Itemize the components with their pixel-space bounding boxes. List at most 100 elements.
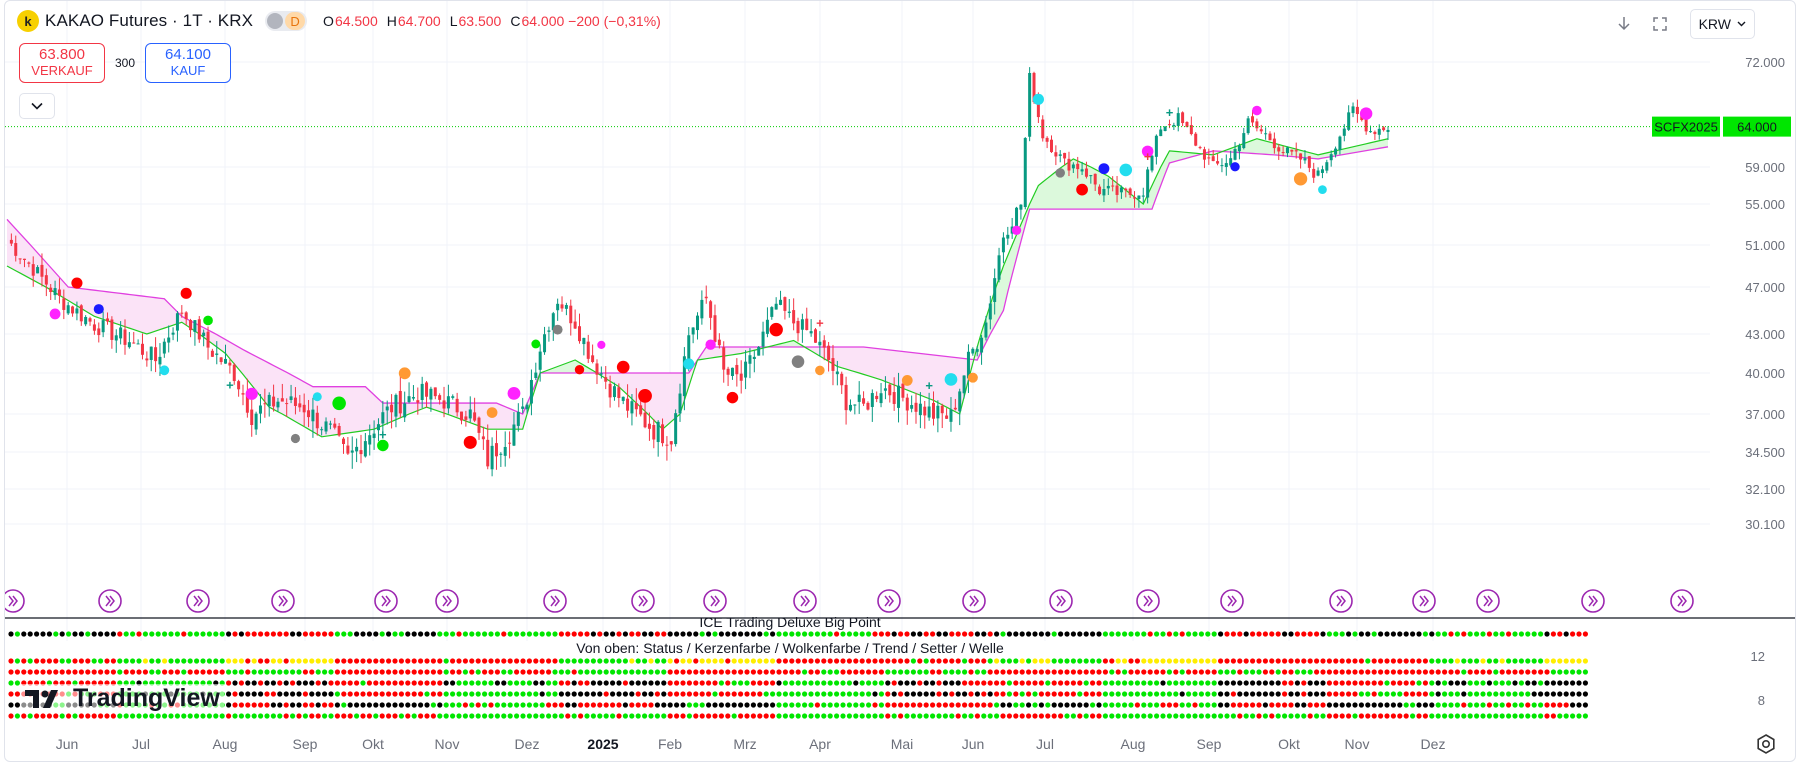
indicator-dot bbox=[942, 680, 949, 686]
candle-body bbox=[1216, 161, 1220, 164]
candle-body bbox=[578, 326, 582, 342]
currency-select[interactable]: KRW bbox=[1689, 9, 1755, 39]
time-tick-label: Sep bbox=[293, 736, 318, 752]
indicator-dot bbox=[494, 680, 500, 686]
symbol-title[interactable]: KAKAO Futures · 1T · KRX bbox=[45, 11, 254, 30]
indicator-dot bbox=[1582, 680, 1588, 686]
indicator-dot bbox=[859, 680, 865, 686]
candle-body bbox=[1285, 147, 1289, 154]
tradingview-logo[interactable]: TradingView bbox=[21, 684, 224, 713]
indicator-dot bbox=[610, 680, 616, 686]
sell-button[interactable]: 63.800 VERKAUF bbox=[19, 43, 105, 83]
indicator-dot bbox=[1493, 631, 1499, 637]
plus-marker: + bbox=[1166, 105, 1174, 120]
indicator-dot bbox=[1307, 631, 1313, 637]
indicator-dot bbox=[405, 680, 411, 686]
buy-button[interactable]: 64.100 KAUF bbox=[145, 43, 231, 83]
indicator-dot bbox=[750, 702, 757, 708]
indicator-dot bbox=[354, 702, 360, 708]
buy-price: 64.100 bbox=[165, 46, 211, 63]
indicator-dot bbox=[1550, 658, 1556, 664]
candle-body bbox=[643, 412, 647, 428]
indicator-dot bbox=[558, 658, 565, 664]
indicator-dot bbox=[507, 669, 513, 675]
indicator-dot bbox=[21, 713, 27, 719]
indicator-dot bbox=[194, 631, 200, 637]
indicator-dot bbox=[1115, 680, 1121, 686]
indicator-dot bbox=[1390, 713, 1396, 719]
indicator-dot bbox=[565, 669, 571, 675]
indicator-dot bbox=[328, 658, 334, 664]
indicator-dot bbox=[34, 658, 40, 664]
candle-body bbox=[285, 403, 289, 405]
price-tick-label: 32.100 bbox=[1745, 482, 1785, 497]
indicator-dot bbox=[578, 631, 584, 637]
candle-body bbox=[626, 398, 630, 411]
indicator-dot bbox=[1493, 702, 1499, 708]
candle-body bbox=[197, 319, 201, 340]
indicator-dot bbox=[1243, 680, 1249, 686]
indicator-dot bbox=[245, 713, 251, 719]
settings-gear-icon[interactable] bbox=[1755, 733, 1777, 755]
indicator-dot bbox=[1301, 658, 1307, 664]
indicator-dot bbox=[1160, 713, 1166, 719]
indicator-dot bbox=[1435, 631, 1441, 637]
indicator-dot bbox=[219, 713, 225, 719]
indicator-dot bbox=[558, 691, 565, 697]
market-status-pill[interactable]: D bbox=[265, 11, 308, 31]
indicator-dot bbox=[398, 631, 404, 637]
indicator-dot bbox=[386, 702, 392, 708]
indicator-dot bbox=[334, 713, 340, 719]
candle-body bbox=[140, 343, 144, 355]
indicator-dot bbox=[603, 713, 609, 719]
indicator-dot bbox=[443, 691, 449, 697]
candle-body bbox=[486, 439, 490, 467]
indicator-dot bbox=[1115, 691, 1121, 697]
candle-body bbox=[831, 358, 835, 371]
indicator-dot bbox=[1333, 669, 1339, 675]
indicator-dot bbox=[1506, 669, 1512, 675]
indicator-dot bbox=[603, 680, 609, 686]
candle-body bbox=[827, 345, 831, 360]
candle-body bbox=[298, 403, 302, 408]
indicator-dot bbox=[155, 669, 161, 675]
indicator-dot bbox=[1352, 713, 1358, 719]
indicator-dot bbox=[475, 631, 481, 637]
indicator-dot bbox=[1307, 691, 1313, 697]
candle-body bbox=[940, 405, 944, 414]
indicator-dot bbox=[251, 669, 257, 675]
green-cloud bbox=[767, 340, 807, 349]
indicator-dot bbox=[910, 691, 917, 697]
indicator-dot bbox=[469, 691, 475, 697]
indicator-dot bbox=[66, 669, 72, 675]
indicator-dot bbox=[1045, 669, 1051, 675]
indicator-dot bbox=[1397, 691, 1403, 697]
indicator-dot bbox=[981, 691, 987, 697]
indicator-dot bbox=[763, 669, 769, 675]
indicator-dot bbox=[14, 702, 20, 708]
event-arrow-icon bbox=[550, 595, 560, 607]
fullscreen-icon[interactable] bbox=[1646, 10, 1674, 38]
price-tick-label: 43.000 bbox=[1745, 327, 1785, 342]
indicator-dot bbox=[1019, 680, 1025, 686]
indicator-dot bbox=[936, 658, 942, 664]
indicator-dot bbox=[834, 669, 840, 675]
indicator-dot bbox=[1582, 713, 1588, 719]
indicator-dot bbox=[1474, 713, 1480, 719]
indicator-dot bbox=[578, 702, 584, 708]
indicator-dot bbox=[1454, 691, 1460, 697]
download-icon[interactable] bbox=[1610, 10, 1638, 38]
price-chart[interactable]: ++++++SCFX2025 64.00072.00059.00055.00051… bbox=[5, 1, 1795, 761]
candle-body bbox=[79, 305, 83, 322]
indicator-dot bbox=[898, 680, 904, 686]
indicator-dot bbox=[1371, 713, 1377, 719]
indicator-dot bbox=[1173, 658, 1179, 664]
indicator-dot bbox=[53, 713, 59, 719]
candle-body bbox=[398, 390, 402, 414]
indicator-dot bbox=[1499, 658, 1505, 664]
indicator-dot bbox=[1563, 680, 1569, 686]
collapse-legend-button[interactable] bbox=[19, 93, 55, 119]
candle-body bbox=[1084, 168, 1088, 177]
indicator-dot bbox=[891, 713, 897, 719]
indicator-dot bbox=[1422, 631, 1428, 637]
